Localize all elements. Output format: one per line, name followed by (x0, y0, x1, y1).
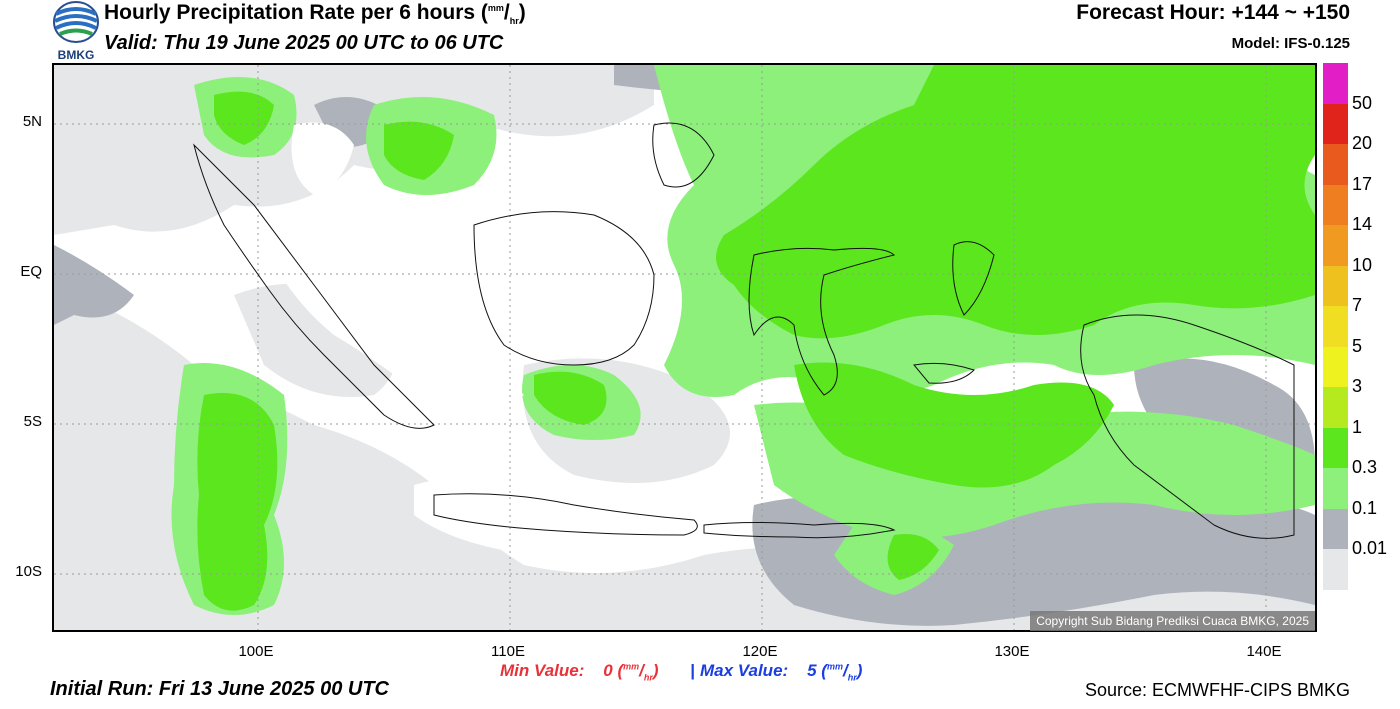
colorbar-label: 10 (1352, 254, 1373, 275)
colorbar-swatch (1323, 346, 1348, 388)
nusa-tenggara-outline (703, 522, 896, 539)
borneo-outline (473, 211, 655, 366)
colorbar-swatch (1323, 427, 1348, 469)
lat-label-10s: 10S (15, 563, 42, 580)
lat-label-5s: 5S (23, 413, 42, 430)
colorbar-swatch (1323, 63, 1348, 105)
model-label: Model: IFS-0.125 (1231, 35, 1350, 52)
colorbar-label: 1 (1352, 416, 1363, 437)
forecast-hour: Forecast Hour: +144 ~ +150 (1076, 1, 1350, 24)
colorbar-swatch (1323, 549, 1348, 591)
initial-run: Initial Run: Fri 13 June 2025 00 UTC (50, 678, 389, 700)
halmahera-outline (952, 241, 995, 316)
colorbar-swatch (1323, 508, 1348, 550)
colorbar-label: 0.1 (1352, 497, 1378, 518)
java-outline (433, 493, 698, 536)
precip-1-layer (197, 65, 1315, 611)
map-grid (54, 65, 1315, 630)
colorbar-label: 5 (1352, 335, 1363, 356)
colorbar-swatch (1323, 265, 1348, 307)
max-value: Max Value: 5 (mm/hr) (700, 661, 863, 683)
coastlines (193, 122, 1295, 539)
lat-label-5n: 5N (22, 113, 42, 130)
lon-label-100e: 100E (238, 643, 274, 660)
colorbar-swatch (1323, 387, 1348, 429)
colorbar-swatch (1323, 184, 1348, 226)
copyright-note: Copyright Sub Bidang Prediksi Cuaca BMKG… (1030, 611, 1315, 631)
colorbar-label: 0.01 (1352, 538, 1388, 559)
borneo-north-outline (652, 122, 715, 188)
lat-label-eq: EQ (20, 263, 42, 280)
colorbar-swatch (1323, 468, 1348, 510)
colorbar-swatch (1323, 306, 1348, 348)
sulawesi-outline (748, 247, 895, 396)
bmkg-logo (50, 0, 102, 62)
data-source: Source: ECMWFHF-CIPS BMKG (1084, 680, 1350, 700)
seram-outline (913, 362, 975, 384)
colorbar-label: 17 (1352, 173, 1373, 194)
colorbar-swatch (1323, 225, 1348, 267)
sumatra-outline (193, 143, 435, 429)
chart-title: Hourly Precipitation Rate per 6 hours (m… (104, 1, 526, 27)
colorbar-label: 7 (1352, 295, 1363, 316)
lon-label-130e: 130E (994, 643, 1030, 660)
colorbar-label: 14 (1352, 214, 1373, 235)
map-canvas (54, 65, 1315, 630)
logo-text: BMKG (57, 48, 95, 62)
colorbar-label: 20 (1352, 133, 1373, 154)
colorbar-label: 50 (1352, 92, 1373, 113)
colorbar-swatch (1323, 103, 1348, 145)
valid-time: Valid: Thu 19 June 2025 00 UTC to 06 UTC (104, 32, 504, 54)
lon-label-120e: 120E (742, 643, 778, 660)
colorbar-label: 3 (1352, 376, 1363, 397)
lon-label-110e: 110E (491, 643, 525, 660)
papua-outline (1080, 314, 1295, 539)
precipitation-map (52, 63, 1317, 632)
min-value: Min Value: 0 (mm/hr) (500, 661, 659, 683)
value-separator: | (690, 661, 695, 680)
colorbar-label: 0.3 (1352, 457, 1378, 478)
colorbar-swatch (1323, 144, 1348, 186)
lon-label-140e: 140E (1246, 643, 1282, 660)
dry-areas (254, 122, 701, 559)
colorbar (1323, 63, 1348, 591)
